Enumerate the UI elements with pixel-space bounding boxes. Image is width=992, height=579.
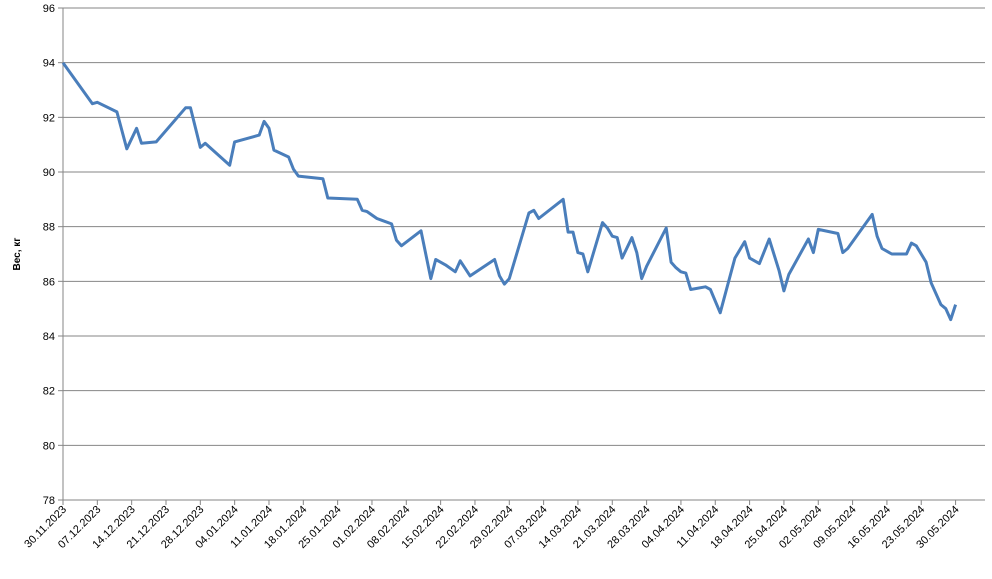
y-tick-label: 96 bbox=[43, 3, 55, 15]
y-tick-label: 94 bbox=[43, 58, 55, 70]
y-tick-label: 82 bbox=[43, 386, 55, 398]
y-tick-label: 80 bbox=[43, 440, 55, 452]
y-tick-label: 88 bbox=[43, 222, 55, 234]
y-tick-label: 90 bbox=[43, 167, 55, 179]
y-axis-label: Вес, кг bbox=[12, 238, 23, 271]
y-tick-label: 78 bbox=[43, 495, 55, 507]
y-tick-label: 84 bbox=[43, 331, 55, 343]
y-tick-label: 92 bbox=[43, 112, 55, 124]
y-tick-label: 86 bbox=[43, 276, 55, 288]
data-line bbox=[61, 61, 958, 322]
